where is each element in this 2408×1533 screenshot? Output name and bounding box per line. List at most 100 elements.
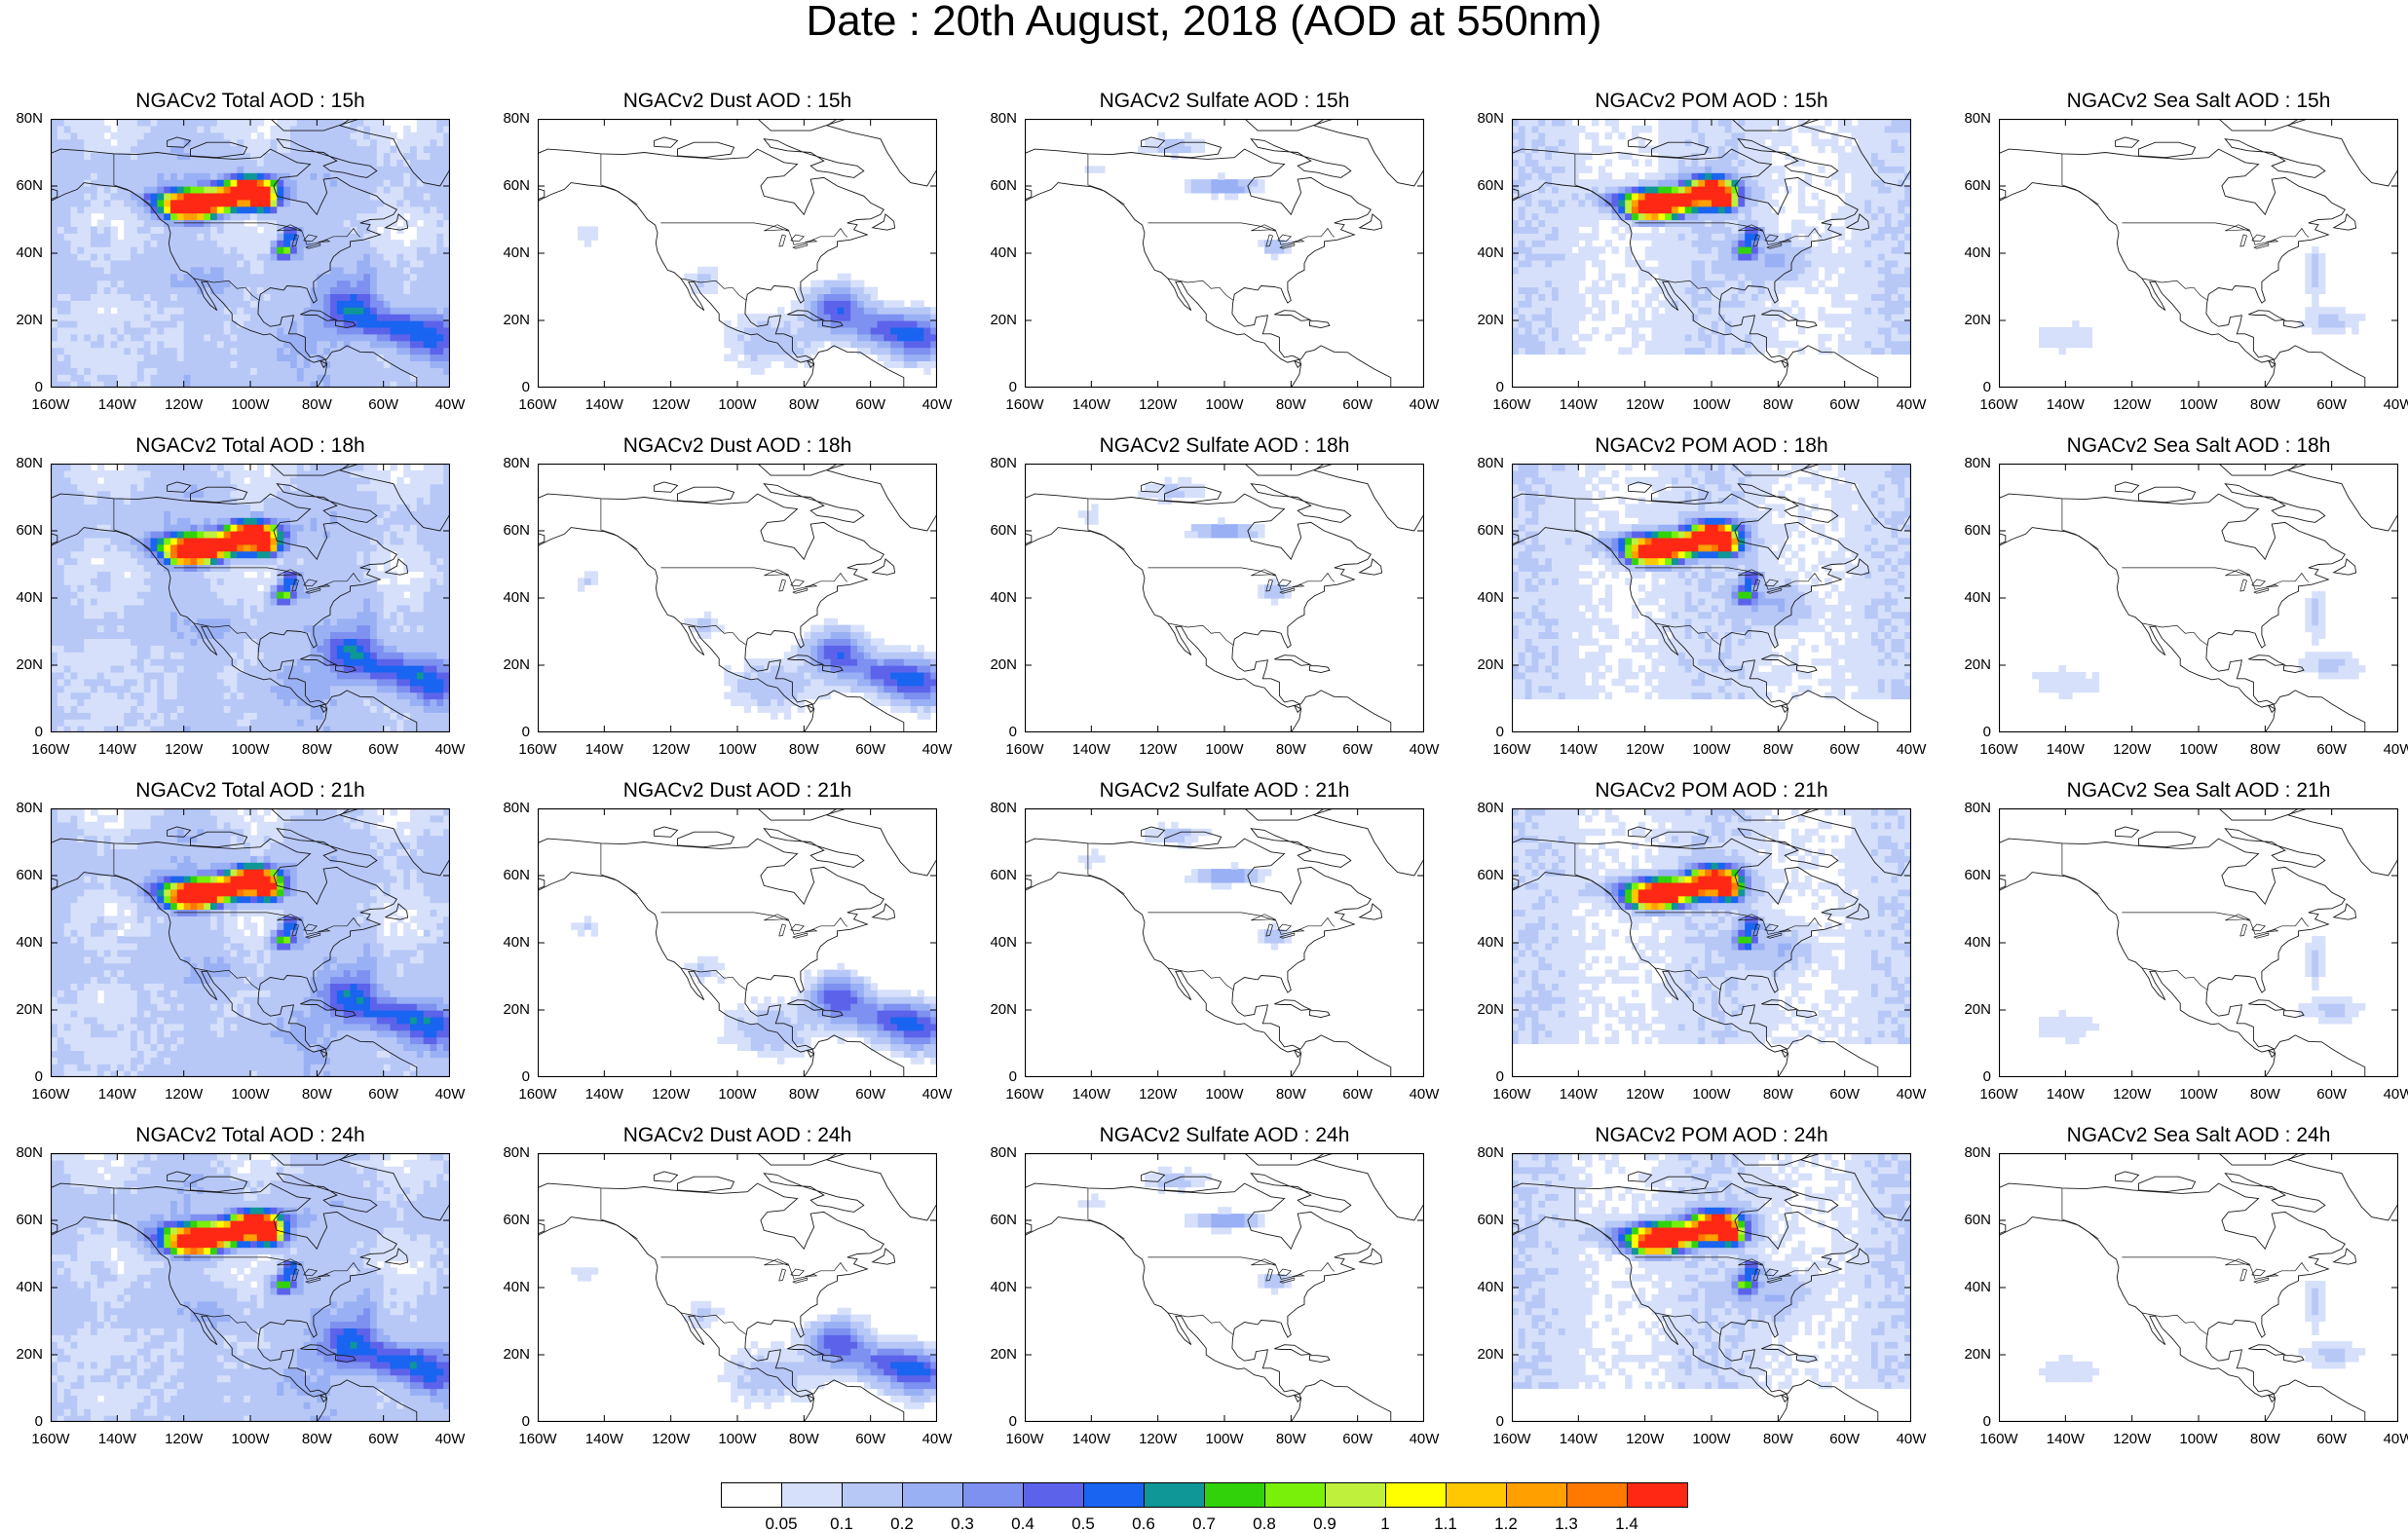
aod-cell [337, 213, 344, 221]
aod-cell [157, 119, 164, 127]
aod-cell [264, 206, 271, 214]
aod-cell [403, 341, 410, 349]
aod-cell [1725, 327, 1732, 335]
aod-cell [424, 119, 431, 127]
aod-cell [1592, 314, 1599, 321]
aod-cell [384, 280, 391, 288]
aod-cell [864, 293, 871, 301]
aod-cell [1552, 320, 1559, 328]
aod-cell [144, 166, 151, 173]
aod-cell [1559, 233, 1565, 241]
aod-cell [317, 132, 323, 140]
aod-cell [257, 280, 264, 288]
aod-cell [1885, 186, 1892, 194]
aod-cell [51, 565, 57, 573]
aod-cell [431, 246, 437, 254]
aod-cell [117, 307, 124, 315]
aod-cell [170, 348, 177, 355]
aod-cell [1898, 334, 1904, 342]
aod-cell [297, 220, 304, 228]
aod-cell [1805, 280, 1812, 288]
aod-cell [91, 206, 97, 214]
aod-cell [323, 367, 330, 375]
aod-cell [410, 274, 417, 281]
aod-cell [111, 274, 118, 281]
aod-cell [137, 139, 144, 147]
aod-cell [84, 226, 91, 234]
aod-cell [1745, 206, 1751, 214]
aod-cell [257, 166, 264, 173]
aod-cell [84, 327, 91, 335]
aod-cell [410, 360, 417, 368]
aod-cell [217, 179, 224, 187]
aod-cell [283, 186, 290, 194]
aod-cell [264, 213, 271, 221]
aod-cell [51, 632, 57, 640]
aod-cell [111, 226, 118, 234]
aod-cell [1685, 327, 1692, 335]
aod-cell [111, 213, 118, 221]
aod-cell [1652, 320, 1659, 328]
aod-cell [1592, 300, 1599, 308]
aod-cell [824, 280, 831, 288]
aod-cell [396, 172, 403, 180]
aod-cell [124, 213, 131, 221]
lat-tick-label: 20N [1948, 313, 1991, 328]
aod-cell [117, 172, 124, 180]
aod-cell [250, 260, 257, 268]
aod-cell [1638, 307, 1645, 315]
aod-cell [410, 280, 417, 288]
aod-cell [1751, 159, 1758, 167]
aod-cell [51, 253, 57, 261]
aod-cell [57, 166, 64, 173]
aod-cell [384, 179, 391, 187]
aod-cell [1758, 300, 1765, 308]
aod-cell [1725, 314, 1732, 321]
aod-cell [297, 274, 304, 281]
aod-cell [210, 314, 217, 321]
aod-cell [1838, 166, 1845, 173]
aod-cell [1712, 233, 1718, 241]
aod-cell [1632, 300, 1638, 308]
aod-cell [1845, 119, 1852, 127]
aod-cell [330, 367, 337, 375]
aod-cell [217, 260, 224, 268]
aod-cell [396, 293, 403, 301]
aod-cell [370, 367, 377, 375]
aod-cell [1231, 186, 1238, 194]
aod-cell [244, 200, 250, 207]
aod-cell [137, 274, 144, 281]
aod-cell [424, 348, 431, 355]
aod-cell [344, 213, 351, 221]
aod-cell [1871, 348, 1878, 355]
aod-cell [1678, 179, 1685, 187]
aod-cell [64, 213, 71, 221]
aod-cell [1519, 253, 1525, 261]
aod-cell [197, 119, 204, 127]
aod-cell [277, 233, 283, 241]
aod-cell [97, 287, 104, 295]
aod-cell [170, 300, 177, 308]
aod-cell [391, 267, 397, 275]
aod-cell [111, 246, 118, 254]
aod-cell [824, 287, 831, 295]
aod-cell [396, 139, 403, 147]
aod-cell [1878, 320, 1885, 328]
aod-cell [1765, 341, 1772, 349]
aod-cell [1545, 260, 1552, 268]
aod-cell [1885, 348, 1892, 355]
aod-cell [1512, 260, 1519, 268]
aod-cell [244, 360, 250, 368]
aod-cell [170, 274, 177, 281]
lon-tick-label: 120W [1129, 397, 1187, 413]
aod-cell [2046, 327, 2052, 335]
aod-cell [344, 280, 351, 288]
aod-cell [1652, 267, 1659, 275]
aod-cell [2312, 274, 2318, 281]
aod-cell [357, 193, 363, 201]
aod-cell [1698, 293, 1705, 301]
aod-cell [250, 179, 257, 187]
aod-cell [864, 348, 871, 355]
aod-cell [104, 233, 111, 241]
aod-cell [71, 658, 78, 666]
